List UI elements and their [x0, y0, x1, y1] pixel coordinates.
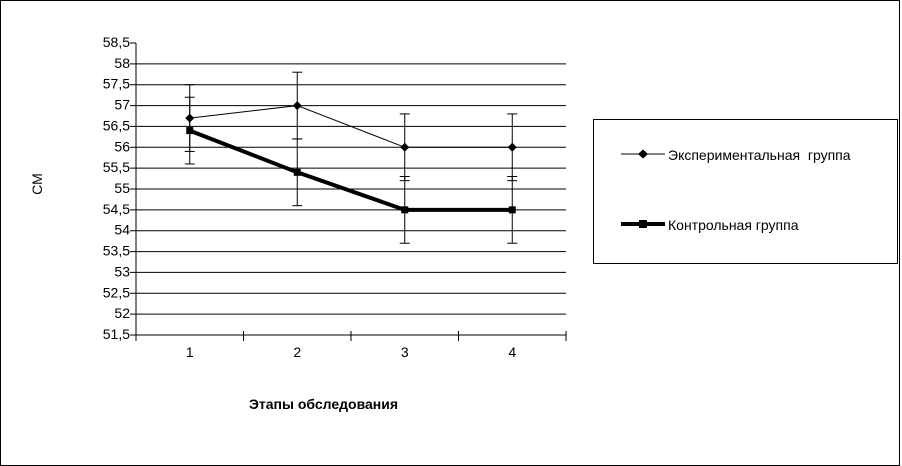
- svg-text:3: 3: [401, 344, 409, 360]
- svg-text:57: 57: [114, 97, 130, 113]
- svg-text:51,5: 51,5: [103, 326, 130, 342]
- svg-text:58: 58: [114, 55, 130, 71]
- svg-text:55: 55: [114, 180, 130, 196]
- svg-text:2: 2: [293, 344, 301, 360]
- svg-text:55,5: 55,5: [103, 159, 130, 175]
- svg-text:1: 1: [186, 344, 194, 360]
- svg-text:57,5: 57,5: [103, 76, 130, 92]
- svg-text:54,5: 54,5: [103, 201, 130, 217]
- svg-text:52,5: 52,5: [103, 284, 130, 300]
- svg-text:53: 53: [114, 263, 130, 279]
- svg-text:52: 52: [114, 305, 130, 321]
- svg-text:56: 56: [114, 138, 130, 154]
- svg-text:54: 54: [114, 222, 130, 238]
- svg-text:53,5: 53,5: [103, 243, 130, 259]
- svg-text:56,5: 56,5: [103, 117, 130, 133]
- svg-text:4: 4: [508, 344, 516, 360]
- svg-text:58,5: 58,5: [103, 34, 130, 50]
